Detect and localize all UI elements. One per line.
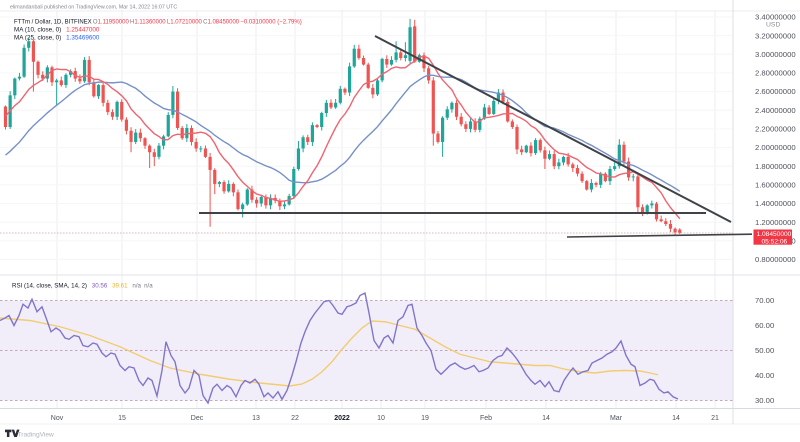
svg-text:3.20000000: 3.20000000 [755, 31, 796, 40]
svg-text:19: 19 [421, 415, 429, 422]
svg-text:USD: USD [766, 22, 780, 29]
svg-text:10: 10 [377, 415, 385, 422]
svg-text:Feb: Feb [480, 415, 492, 422]
svg-text:50.00: 50.00 [755, 346, 774, 355]
svg-text:MA (10, close, 0) 1.25447000: MA (10, close, 0) 1.25447000 [14, 27, 100, 34]
svg-text:2.80000000: 2.80000000 [755, 69, 796, 78]
svg-text:elimandanbali published on Tra: elimandanbali published on TradingView.c… [10, 5, 177, 11]
svg-text:Dec: Dec [191, 415, 204, 422]
svg-text:1.08450000: 1.08450000 [757, 231, 792, 238]
svg-text:15: 15 [118, 415, 126, 422]
svg-text:14: 14 [672, 415, 680, 422]
svg-text:70.00: 70.00 [755, 296, 774, 305]
svg-text:30.00: 30.00 [755, 396, 774, 405]
svg-text:1.60000000: 1.60000000 [755, 181, 796, 190]
svg-text:RSI (14, close, SMA, 14, 2) 3: RSI (14, close, SMA, 14, 2) 30.56 39.61 … [12, 283, 153, 290]
svg-text:2.00000000: 2.00000000 [755, 143, 796, 152]
svg-text:3.00000000: 3.00000000 [755, 50, 796, 59]
svg-text:40.00: 40.00 [755, 371, 774, 380]
svg-text:Mar: Mar [610, 415, 623, 422]
svg-text:2.60000000: 2.60000000 [755, 87, 796, 96]
svg-text:1.80000000: 1.80000000 [755, 162, 796, 171]
svg-text:FTTm / Dollar, 1D, BITFINEX O1: FTTm / Dollar, 1D, BITFINEX O1.11950000 … [14, 20, 302, 26]
svg-text:05:52:06: 05:52:06 [762, 238, 788, 245]
svg-text:1.20000000: 1.20000000 [755, 218, 796, 227]
svg-text:2.40000000: 2.40000000 [755, 106, 796, 115]
svg-text:Nov: Nov [51, 415, 64, 422]
svg-text:3.40000000: 3.40000000 [755, 13, 796, 22]
svg-text:TradingView: TradingView [18, 432, 55, 439]
svg-text:MA (25, close, 0) 1.35469600: MA (25, close, 0) 1.35469600 [14, 35, 100, 42]
svg-text:60.00: 60.00 [755, 321, 774, 330]
svg-text:22: 22 [291, 415, 299, 422]
svg-text:0.80000000: 0.80000000 [755, 255, 796, 264]
svg-text:21: 21 [711, 415, 719, 422]
svg-text:1.40000000: 1.40000000 [755, 199, 796, 208]
svg-text:2.20000000: 2.20000000 [755, 125, 796, 134]
svg-text:2022: 2022 [334, 415, 350, 422]
svg-text:13: 13 [252, 415, 260, 422]
svg-text:14: 14 [542, 415, 550, 422]
